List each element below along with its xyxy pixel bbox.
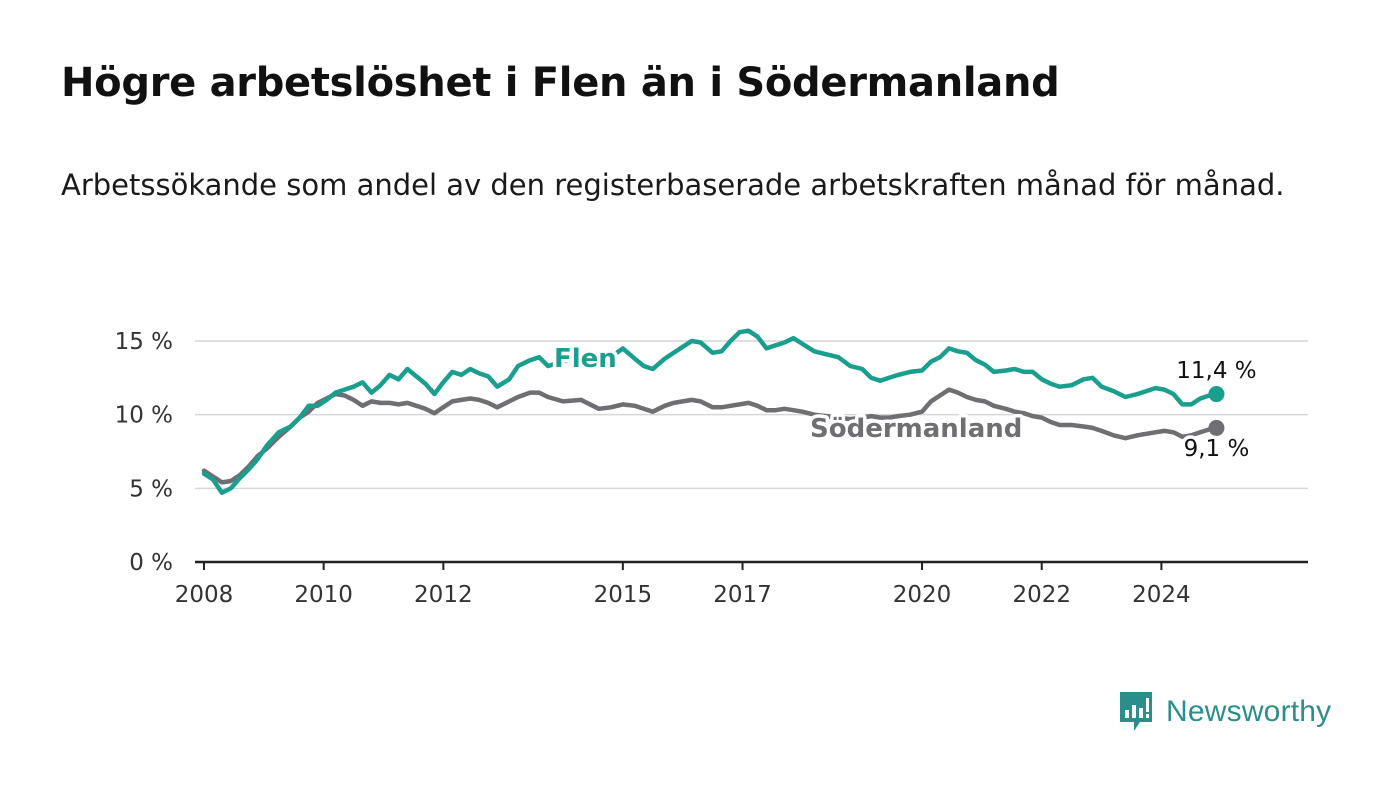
brand-logo: Newsworthy: [1118, 690, 1331, 734]
chart-title: Högre arbetslöshet i Flen än i Södermanl…: [61, 60, 1060, 106]
end-value-label-flen: 11,4 %: [1176, 358, 1256, 384]
x-tick-label: 2010: [294, 582, 353, 608]
brand-name: Newsworthy: [1166, 695, 1332, 728]
series-line-sodermanland: [201, 387, 1219, 485]
y-tick-label: 15 %: [115, 329, 173, 355]
series-line-flen: [201, 328, 1219, 496]
y-tick-label: 5 %: [129, 476, 173, 502]
endpoint-flen: [1208, 386, 1225, 403]
x-tick-label: 2022: [1012, 582, 1071, 608]
x-tick-label: 2008: [175, 582, 234, 608]
series-label-sodermanland: Södermanland: [810, 414, 1022, 444]
x-tick-label: 2024: [1132, 582, 1191, 608]
x-tick-label: 2020: [893, 582, 952, 608]
x-tick-label: 2017: [713, 582, 772, 608]
endpoint-sodermanland: [1208, 419, 1225, 436]
x-tick-label: 2012: [414, 582, 473, 608]
newsworthy-logo-icon: [1120, 692, 1152, 731]
series-label-flen: Flen: [554, 344, 617, 374]
y-tick-label: 10 %: [115, 403, 173, 429]
y-tick-label: 0 %: [129, 550, 173, 576]
x-tick-label: 2015: [594, 582, 653, 608]
chart-subtitle: Arbetssökande som andel av den registerb…: [61, 168, 1285, 202]
end-value-label-sodermanland: 9,1 %: [1184, 436, 1250, 462]
